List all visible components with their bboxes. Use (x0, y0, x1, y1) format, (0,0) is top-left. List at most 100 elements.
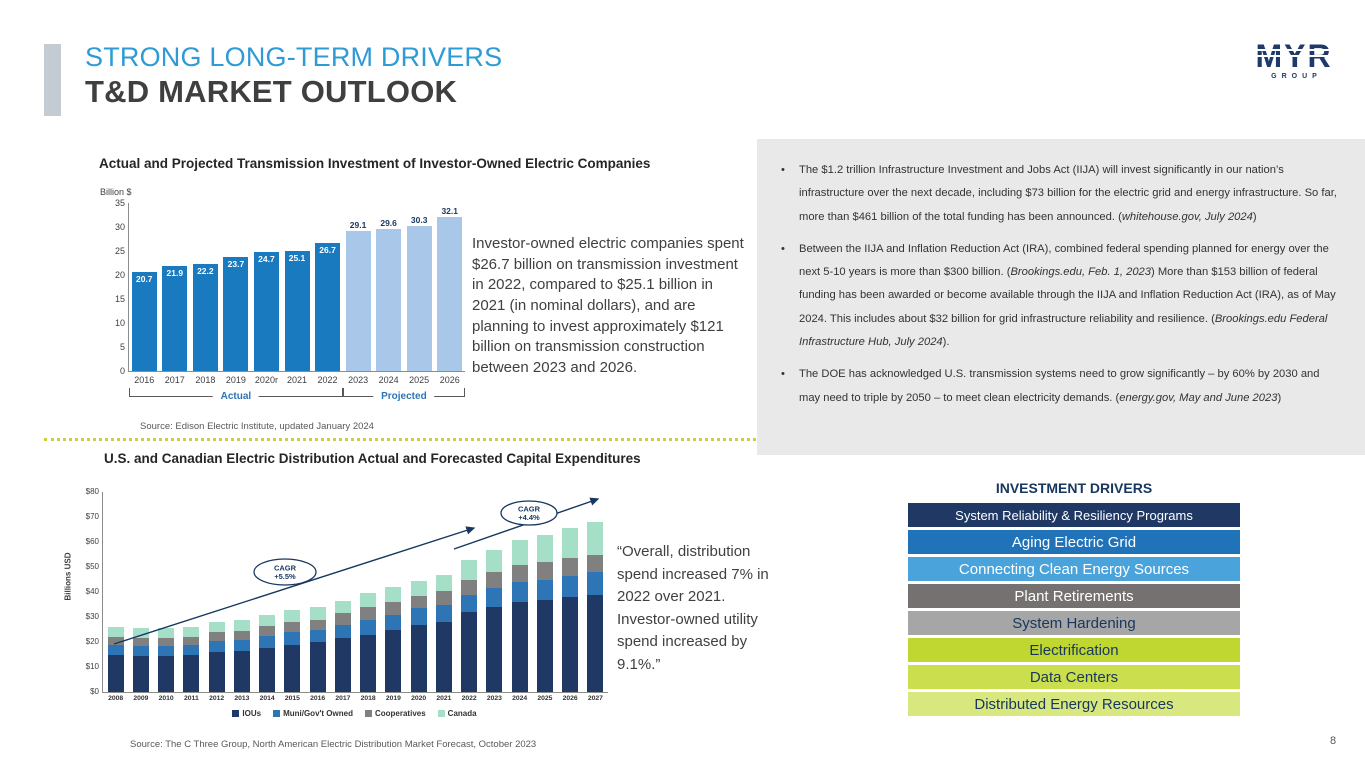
legend-label: Cooperatives (374, 709, 426, 718)
segment-muni-gov-t-owned (360, 619, 377, 635)
bar-value-label: 25.1 (288, 252, 306, 263)
distribution-quote: “Overall, distribution spend increased 7… (617, 543, 769, 673)
x-axis-tick-label: 2014 (259, 695, 275, 702)
driver-aging-electric-grid: Aging Electric Grid (908, 530, 1240, 554)
legend-swatch (364, 710, 372, 717)
distribution-bar-2021 (435, 574, 452, 692)
bar-value-label: 26.7 (319, 244, 336, 255)
x-axis-tick-label: 2022 (317, 375, 338, 385)
bullet-text: ). (942, 336, 950, 349)
x-axis-tick-label: 2024 (512, 695, 528, 702)
x-axis-tick-label: 2026 (439, 375, 460, 385)
segment-cooperatives (334, 613, 351, 625)
segment-canada (410, 580, 427, 596)
segment-cooperatives (208, 632, 225, 641)
segment-canada (486, 549, 503, 572)
y-axis-tick-label: 20 (114, 270, 125, 280)
transmission-chart-title: Actual and Projected Transmission Invest… (99, 156, 651, 171)
x-axis-tick-label: 2020r (254, 375, 278, 385)
citation-text: energy.gov, May and June 2023 (1119, 391, 1278, 404)
bar-value-label: 29.6 (380, 217, 397, 228)
transmission-chart-plot: 0 5 10 15 20 25 30 35 20.7 2016 21.9 2017 22.2 2018 23… (115, 198, 465, 385)
legend-label: Canada (447, 709, 477, 718)
segment-canada (132, 628, 149, 639)
y-axis-tick-label: $0 (90, 687, 99, 696)
x-axis-tick-label: 2015 (284, 695, 300, 702)
y-axis-tick-label: 5 (119, 342, 125, 352)
y-axis-tick-label: 10 (114, 318, 125, 328)
segment-canada (259, 614, 276, 626)
x-axis-tick-label: 2025 (537, 695, 553, 702)
segment-cooperatives (233, 630, 250, 640)
segment-canada (158, 628, 175, 639)
distribution-chart-title: U.S. and Canadian Electric Distribution … (104, 451, 641, 466)
title-accent-bar (44, 44, 61, 116)
segment-ious (107, 654, 124, 692)
segment-ious (309, 642, 326, 692)
segment-ious (158, 655, 175, 692)
y-axis-tick-label: $50 (85, 562, 99, 571)
y-axis-tick-label: 15 (114, 294, 125, 304)
x-axis-tick-label: 2011 (184, 695, 199, 702)
segment-ious (208, 652, 225, 692)
segment-canada (208, 622, 225, 632)
segment-ious (385, 629, 402, 692)
segment-ious (562, 597, 579, 692)
segment-cooperatives (259, 625, 276, 636)
bar-value-label: 30.3 (410, 214, 428, 225)
x-axis-tick-label: 2010 (158, 695, 174, 702)
distribution-bar-2022 (461, 559, 478, 692)
x-axis-tick-label: 2017 (164, 375, 185, 385)
citation-text: Brookings.edu, Feb. 1, 2023 (1010, 266, 1151, 279)
x-axis-tick-label: 2026 (562, 695, 578, 702)
segment-muni-gov-t-owned (183, 644, 200, 655)
transmission-bar-2019: 23.7 (223, 257, 249, 371)
legend-item-ious: IOUs (232, 709, 261, 718)
policy-bullet-2: Between the IIJA and Inflation Reduction… (779, 238, 1337, 354)
segment-canada (511, 539, 528, 565)
segment-cooperatives (385, 602, 402, 615)
driver-electrification: Electrification (908, 638, 1240, 662)
segment-ious (410, 624, 427, 692)
segment-muni-gov-t-owned (536, 579, 553, 600)
segment-cooperatives (410, 595, 427, 609)
transmission-bar-2022: 26.7 (315, 242, 341, 371)
legend-item-muni-gov-t-owned: Muni/Gov't Owned (273, 709, 353, 718)
segment-canada (107, 627, 124, 637)
transmission-bar-2023: 29.1 (345, 220, 371, 371)
segment-muni-gov-t-owned (208, 640, 225, 652)
citation-text: Brookings.edu Federal Infrastructure Hub… (799, 312, 1328, 349)
distribution-bar-2027 (587, 522, 604, 692)
segment-canada (360, 593, 377, 607)
x-axis-tick-label: 2009 (133, 695, 149, 702)
y-axis-tick-label: $10 (85, 662, 99, 671)
legend-item-canada: Canada (437, 709, 477, 718)
x-axis-tick-label: 2016 (310, 695, 326, 702)
legend-swatch (437, 710, 445, 717)
segment-ious (587, 594, 604, 692)
segment-muni-gov-t-owned (435, 604, 452, 622)
transmission-bar-2021: 25.1 (284, 250, 310, 371)
legend-item-cooperatives: Cooperatives (364, 709, 426, 718)
transmission-chart-y-axis-label: Billion $ (100, 187, 132, 197)
distribution-chart: Billions USD $0 $10 $20 $30 $40 $50 $60 $70 $80 2… (58, 480, 618, 738)
distribution-bar-2023 (486, 549, 503, 692)
segment-ious (284, 644, 301, 692)
x-axis-tick-label: 2012 (209, 695, 225, 702)
segment-cooperatives (536, 562, 553, 580)
driver-plant-retirements: Plant Retirements (908, 584, 1240, 608)
x-axis-tick-label: 2021 (436, 695, 452, 702)
y-axis-tick-label: 0 (119, 366, 125, 376)
distribution-bar-2014 (259, 614, 276, 692)
distribution-bar-2009 (132, 628, 149, 692)
legend-label: IOUs (242, 709, 262, 718)
segment-muni-gov-t-owned (562, 575, 579, 597)
bar-value-label: 21.9 (166, 267, 184, 278)
bar-value-label: 32.1 (441, 205, 458, 216)
segment-ious (132, 655, 149, 692)
legend-swatch (273, 710, 281, 717)
transmission-bar-2018: 22.2 (192, 264, 218, 371)
bar-value-label: 22.2 (197, 266, 214, 277)
x-axis-tick-label: 2013 (234, 695, 250, 702)
